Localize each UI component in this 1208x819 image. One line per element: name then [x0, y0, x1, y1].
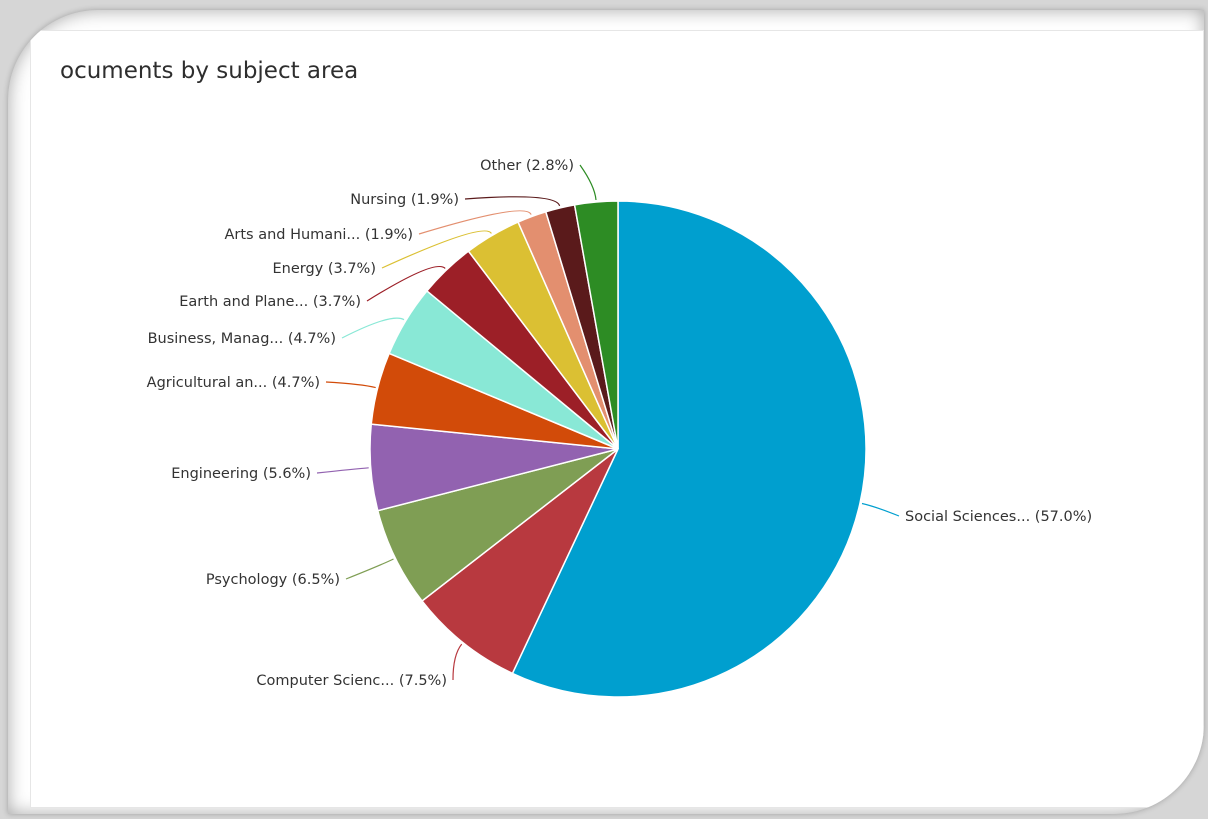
slice-label: Nursing (1.9%) [350, 192, 459, 208]
pie-slice[interactable] [573, 200, 619, 450]
leader-line [861, 502, 900, 517]
leader-line [381, 230, 492, 269]
leader-line [452, 643, 463, 681]
slice-label: Psychology (6.5%) [206, 572, 340, 588]
leader-line [464, 196, 561, 207]
slice-label: Earth and Plane... (3.7%) [179, 294, 361, 310]
slice-label: Energy (3.7%) [272, 261, 376, 277]
slice-label: Agricultural an... (4.7%) [147, 375, 320, 391]
leader-line [316, 467, 369, 474]
leader-line [579, 164, 597, 201]
slice-label: Computer Scienc... (7.5%) [256, 673, 447, 689]
chart-title: ocuments by subject area [60, 58, 359, 84]
slice-label: Business, Manag... (4.7%) [148, 331, 336, 347]
leader-line [325, 381, 376, 389]
slice-label: Other (2.8%) [480, 158, 574, 174]
slice-label: Social Sciences... (57.0%) [905, 509, 1092, 525]
pie-slice[interactable] [420, 448, 619, 675]
slice-label: Arts and Humani... (1.9%) [224, 227, 413, 243]
leader-line [366, 265, 446, 302]
leader-line [418, 210, 532, 235]
leader-line [341, 317, 405, 339]
slice-label: Engineering (5.6%) [171, 466, 311, 482]
leader-line [345, 558, 394, 580]
pie-slice[interactable] [511, 200, 867, 698]
